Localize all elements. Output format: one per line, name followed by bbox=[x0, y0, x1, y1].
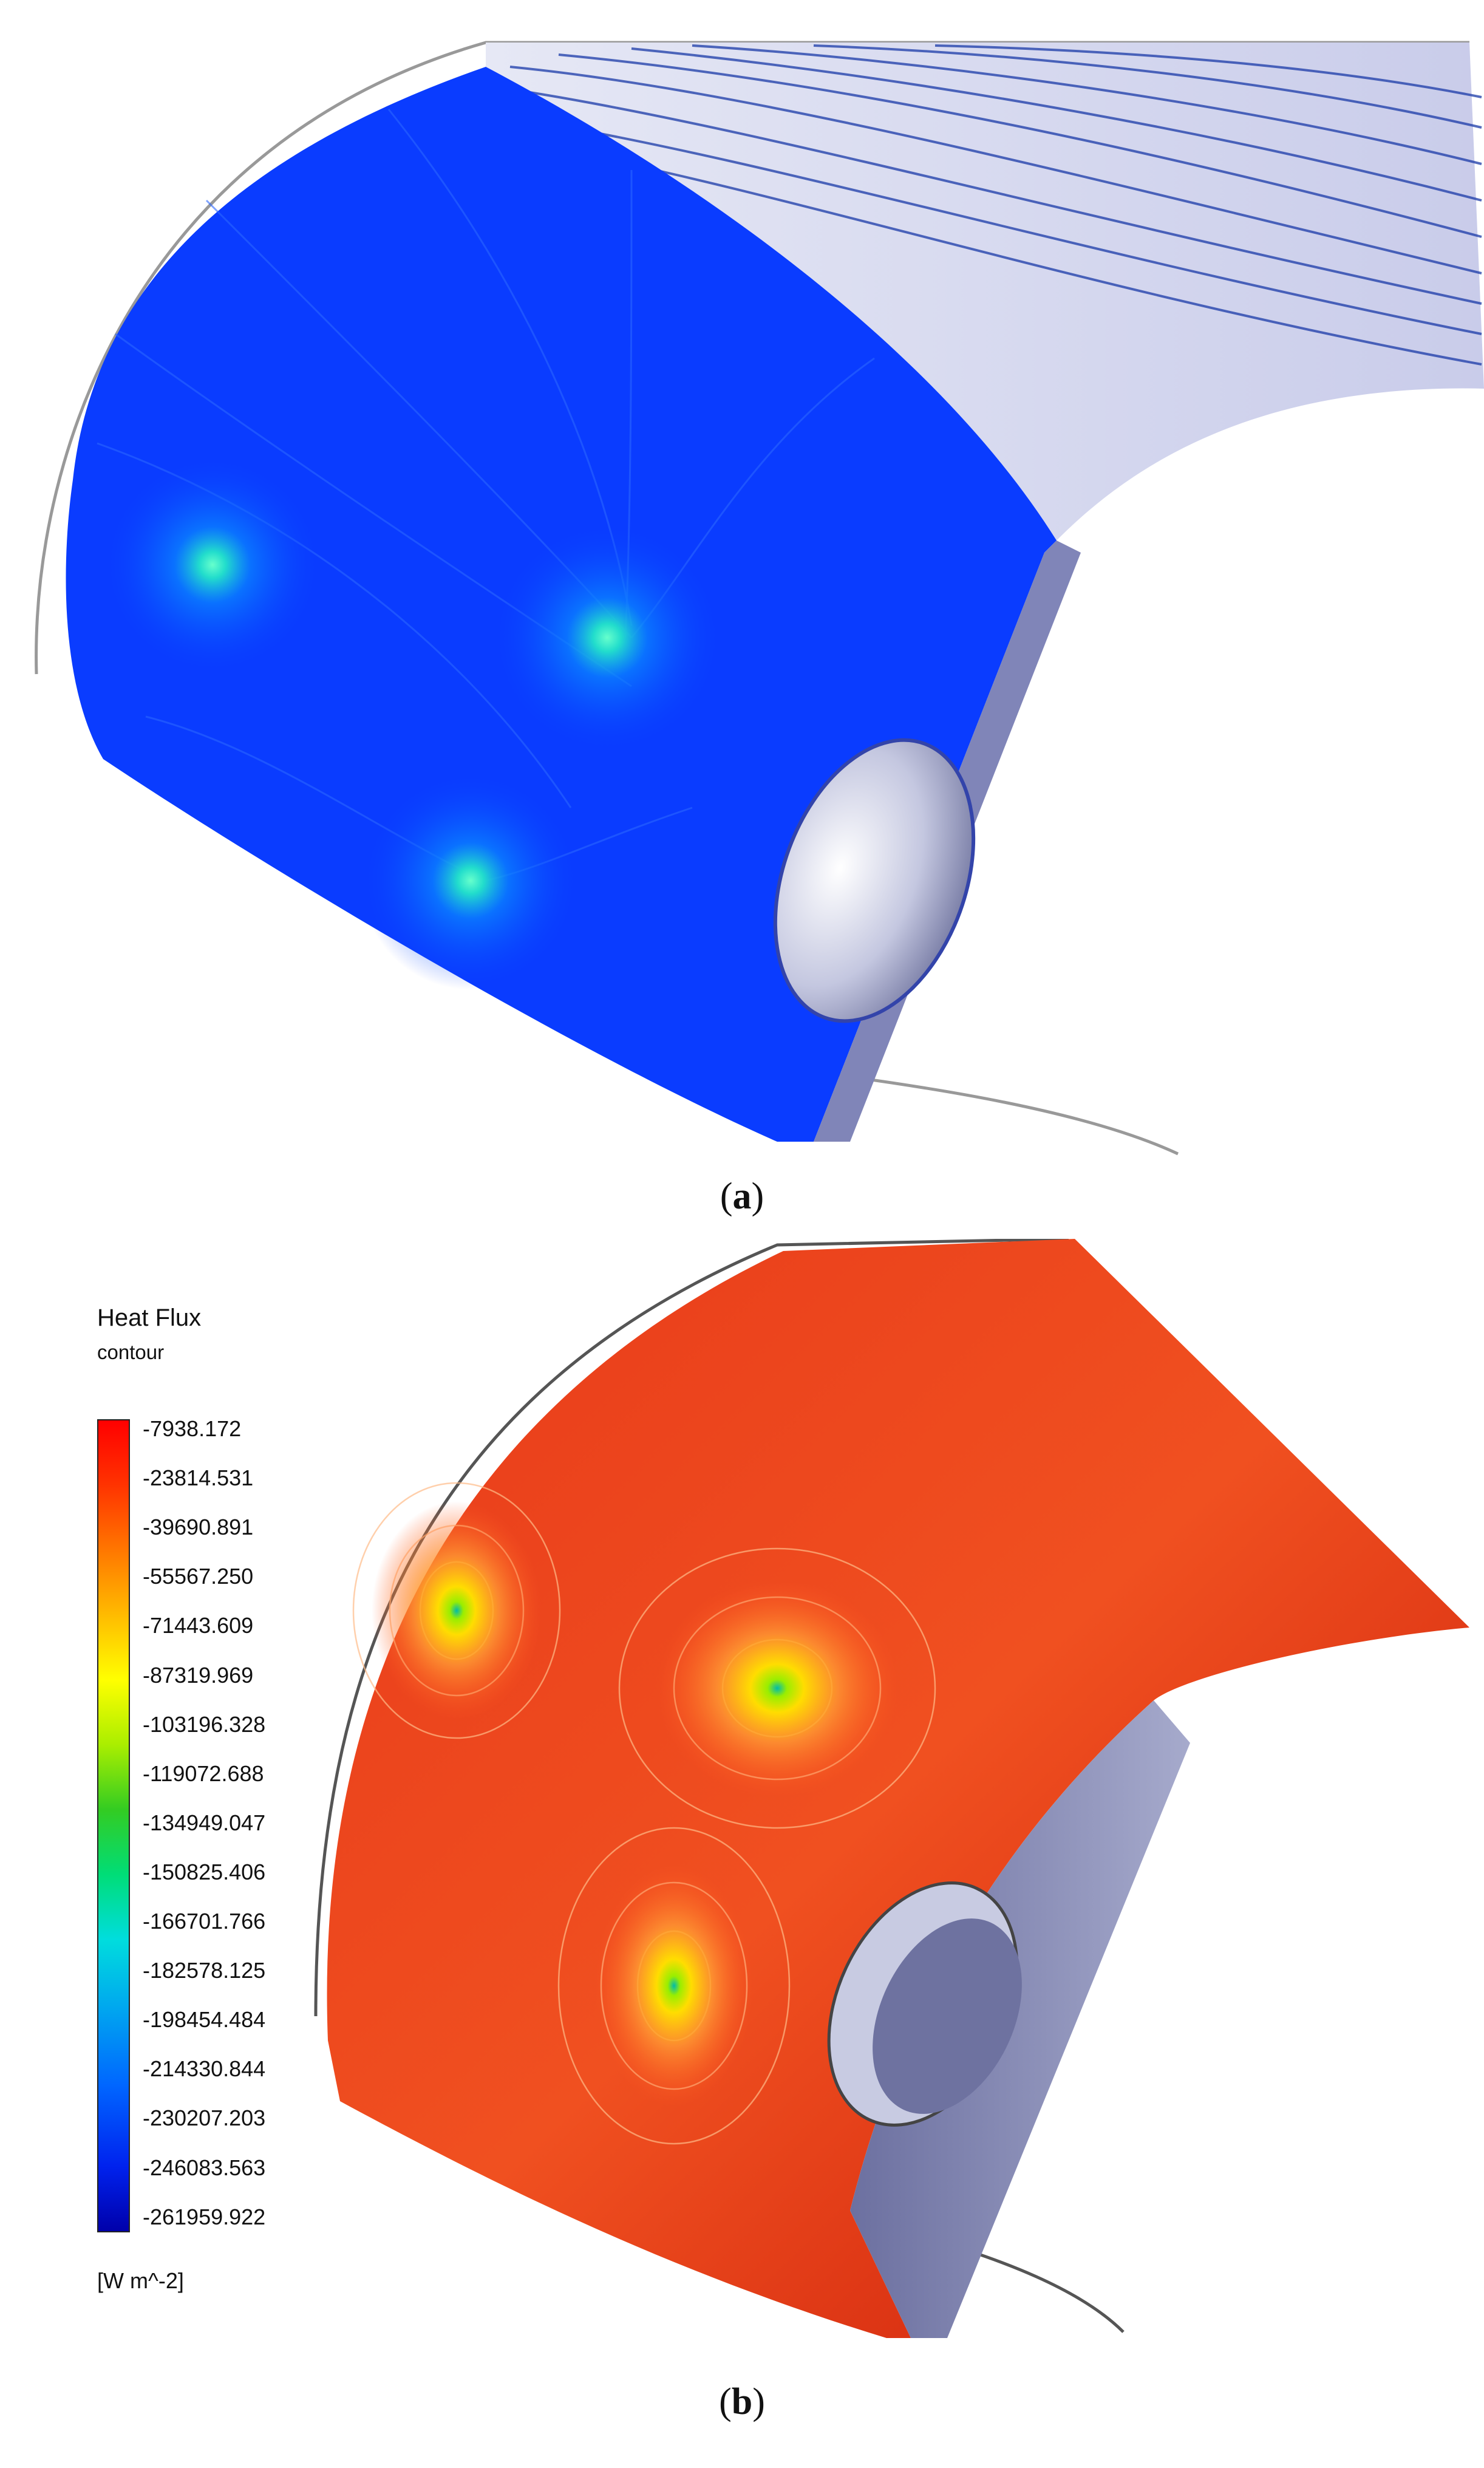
stagnation-point bbox=[361, 771, 580, 990]
heat-flux-surface bbox=[327, 1239, 1469, 2338]
colorbar-tick-label: -166701.766 bbox=[143, 1909, 266, 1934]
streamlines-upper bbox=[509, 44, 1482, 366]
colorbar-tick-label: -87319.969 bbox=[143, 1662, 254, 1688]
colorbar-tick-label: -71443.609 bbox=[143, 1613, 254, 1638]
legend-title: Heat Flux bbox=[97, 1304, 202, 1331]
heat-spot bbox=[595, 1864, 753, 2107]
outer-surface bbox=[486, 43, 1484, 540]
heat-spot bbox=[372, 1501, 542, 1720]
hole-inner bbox=[873, 1918, 1022, 2114]
colorbar-tick-label: -198454.484 bbox=[143, 2007, 266, 2033]
legend-unit: [W m^-2] bbox=[97, 2268, 184, 2293]
caption-b: (b) bbox=[0, 2381, 1484, 2424]
streamline-figure bbox=[35, 41, 1484, 1156]
caption-paren: ) bbox=[751, 1176, 764, 1217]
heat-flux-figure bbox=[314, 1237, 1469, 2338]
colorbar-tick-label: -134949.047 bbox=[143, 1810, 266, 1835]
legend-subtitle: contour bbox=[97, 1341, 165, 1363]
colorbar-tick-label: -119072.688 bbox=[143, 1761, 264, 1786]
caption-paren: ( bbox=[720, 1176, 733, 1217]
heat-spot bbox=[656, 1579, 899, 1798]
heat-flux-panel bbox=[0, 1237, 1484, 2338]
colorbar-tick-label: -23814.531 bbox=[143, 1465, 254, 1491]
colorbar-tick-label: -55567.250 bbox=[143, 1564, 254, 1589]
colorbar-tick-label: -246083.563 bbox=[143, 2155, 266, 2180]
caption-letter: a bbox=[732, 1176, 752, 1217]
stagnation-point bbox=[103, 455, 322, 674]
colorbar-tick-label: -7938.172 bbox=[143, 1416, 242, 1441]
colorbar-tick-label: -214330.844 bbox=[143, 2056, 266, 2082]
shell-outline bbox=[35, 41, 1469, 675]
colorbar-tick-label: -103196.328 bbox=[143, 1711, 266, 1737]
caption-letter: b bbox=[731, 2381, 753, 2422]
streamline-panel bbox=[24, 18, 1484, 1166]
colorbar-tick-label: -230207.203 bbox=[143, 2105, 266, 2131]
colorbar-tick-label: -182578.125 bbox=[143, 1958, 266, 1983]
colorbar-tick-label: -150825.406 bbox=[143, 1859, 266, 1884]
colorbar bbox=[97, 1419, 130, 2232]
caption-paren: ( bbox=[719, 2381, 732, 2422]
colorbar-tick-label: -39690.891 bbox=[143, 1515, 254, 1540]
side-wall bbox=[850, 1700, 1190, 2338]
stagnation-point bbox=[492, 522, 723, 753]
caption-a: (a) bbox=[0, 1175, 1484, 1218]
caption-paren: ) bbox=[752, 2381, 765, 2422]
hole bbox=[773, 738, 976, 1023]
colorbar-tick-label: -261959.922 bbox=[143, 2204, 266, 2229]
